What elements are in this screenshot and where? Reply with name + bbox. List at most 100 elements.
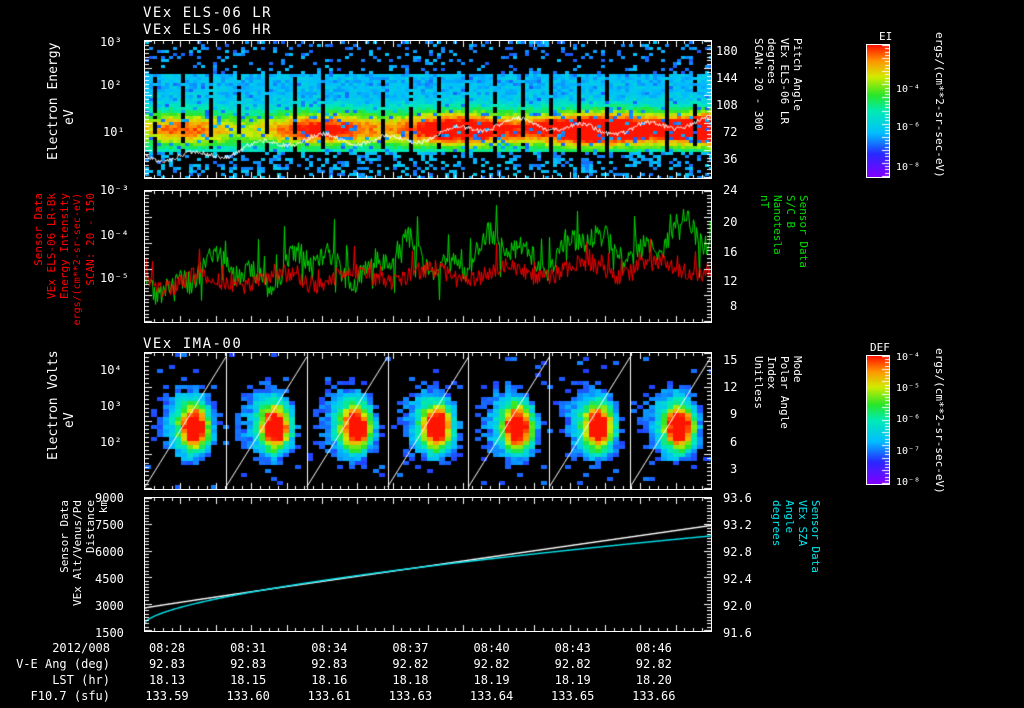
panel3-right-label-2: Polar Angle: [778, 356, 791, 429]
panel1-right-label-2: VEx ELS-06 LR: [778, 38, 791, 125]
bottom-cell-3-2: 133.61: [307, 689, 351, 703]
panel2-right-tick-2: 16: [723, 245, 738, 259]
bottom-cell-3-3: 133.63: [388, 689, 433, 703]
panel2-left-label-5: SCAN: 20 - 150: [84, 193, 97, 286]
panel1-right-label-3: degrees: [765, 38, 778, 85]
panel1-left-axis-units: eV: [62, 109, 77, 125]
panel1-right-tick-3: 72: [723, 125, 738, 139]
panel1-right-label-group: SCAN: 20 - 300 degrees VEx ELS-06 LR Pit…: [752, 38, 804, 131]
panel3-colorbar-tick-1: 10⁻⁵: [896, 383, 921, 394]
bottom-cell-3-1: 133.60: [226, 689, 270, 703]
bottom-cell-0-1: 08:31: [230, 641, 267, 655]
panel3-right-tick-4: 3: [730, 462, 738, 476]
panel3-colorbar-tick-0: 10⁻⁴: [896, 352, 921, 363]
panel4-ytick-1: 7500: [95, 518, 124, 532]
panel1-right-tick-0: 180: [716, 44, 738, 58]
panel2-right-label-1: Sensor Data: [797, 195, 810, 268]
bottom-cell-2-0: 18.13: [148, 673, 186, 687]
bottom-cell-0-0: 08:28: [148, 641, 186, 655]
panel1-right-tick-1: 144: [716, 71, 738, 85]
panel2-left-label-4: ergs/(cm**2-sr-sec-eV): [72, 193, 83, 326]
panel3-colorbar-name: DEF: [870, 341, 890, 354]
panel3-left-axis-label: Electron Volts: [46, 350, 61, 460]
panel3-right-label-4: Unitless: [752, 356, 765, 409]
panel4-right-label-3: Angle: [783, 500, 796, 534]
panel3-title: VEx IMA-00: [143, 336, 243, 352]
panel3-right-tick-3: 6: [730, 435, 738, 449]
panel4-right-tick-3: 92.4: [723, 572, 752, 586]
panel2-left-label-1: Sensor Data: [32, 193, 45, 266]
bottom-cell-2-5: 18.19: [554, 673, 591, 687]
panel1-colorbar-tick-0: 10⁻⁴: [896, 84, 921, 95]
panel4-ytick-2: 6000: [95, 545, 124, 559]
bottom-cell-2-1: 18.15: [230, 673, 267, 687]
panel2-ytick-0: 10⁻³: [100, 183, 129, 197]
panel1-colorbar-name: EI: [879, 30, 893, 43]
panel2-right-tick-1: 20: [723, 215, 738, 229]
panel3-ytick-2: 10²: [100, 435, 122, 449]
panel1-ytick-1: 10²: [100, 78, 122, 92]
bottom-cell-0-6: 08:46: [635, 641, 672, 655]
panel1-colorbar: [866, 44, 890, 178]
bottom-cell-3-5: 133.65: [551, 689, 595, 703]
panel3-left-axis-units: eV: [62, 412, 77, 428]
bottom-cell-0-5: 08:43: [554, 641, 591, 655]
panel1-colorbar-tick-2: 10⁻⁸: [896, 162, 921, 173]
bottom-cell-1-5: 92.82: [554, 657, 591, 671]
panel2-left-label-2: VEx ELS-06 LR-Bk: [45, 193, 58, 299]
bottom-row-label-2: LST (hr): [52, 673, 110, 687]
panel1-title-line2: VEx ELS-06 HR: [143, 22, 273, 38]
panel3-ytick-1: 10³: [100, 399, 122, 413]
panel2-right-label-3: Nanotesla: [771, 195, 784, 255]
bottom-cell-1-6: 92.82: [635, 657, 672, 671]
panel4-ytick-5: 1500: [95, 626, 124, 640]
panel2-right-label-2: S/C B: [784, 195, 797, 229]
panel3-right-label-1: Mode: [791, 356, 804, 383]
panel2-right-tick-4: 8: [730, 299, 738, 313]
panel3-right-tick-1: 12: [723, 380, 738, 394]
panel1-right-tick-4: 36: [723, 152, 738, 166]
bottom-cell-3-4: 133.64: [469, 689, 514, 703]
panel1-right-label-1: Pitch Angle: [791, 38, 804, 111]
panel3-right-label-group: Unitless Index Polar Angle Mode: [752, 356, 804, 429]
panel4-right-tick-2: 92.8: [723, 545, 752, 559]
panel2-right-tick-3: 12: [723, 274, 738, 288]
panel3-right-tick-0: 15: [723, 353, 738, 367]
panel2-right-label-group: nT Nanotesla S/C B Sensor Data: [758, 195, 810, 268]
bottom-cell-1-3: 92.82: [392, 657, 429, 671]
panel3-colorbar-units: ergs/(cm**2-sr-sec-eV): [933, 348, 946, 494]
panel4-right-label-1: Sensor Data: [809, 500, 822, 573]
panel2-plot-area[interactable]: [144, 190, 712, 323]
bottom-cell-2-6: 18.20: [635, 673, 672, 687]
bottom-cell-1-2: 92.83: [311, 657, 348, 671]
bottom-cell-0-2: 08:34: [311, 641, 348, 655]
panel3-colorbar-tick-2: 10⁻⁶: [896, 414, 921, 425]
bottom-cell-1-4: 92.82: [473, 657, 510, 671]
bottom-cell-3-6: 133.66: [632, 689, 676, 703]
panel4-plot-area[interactable]: [144, 497, 712, 632]
panel1-ytick-2: 10¹: [103, 125, 125, 139]
bottom-cell-2-2: 18.16: [311, 673, 348, 687]
panel4-left-label-1: Sensor Data: [58, 500, 71, 573]
panel4-right-tick-1: 93.2: [723, 518, 752, 532]
panel3-ytick-0: 10⁴: [100, 363, 122, 377]
panel3-right-label-3: Index: [765, 356, 778, 390]
panel1-plot-area[interactable]: [144, 40, 712, 179]
bottom-cell-1-1: 92.83: [230, 657, 267, 671]
panel2-ytick-2: 10⁻⁵: [100, 271, 129, 285]
panel4-ytick-0: 9000: [95, 491, 124, 505]
bottom-cell-1-0: 92.83: [148, 657, 186, 671]
bottom-cell-2-3: 18.18: [392, 673, 429, 687]
panel4-right-label-2: VEx SZA: [796, 500, 809, 547]
bottom-row-label-3: F10.7 (sfu): [30, 689, 110, 703]
panel4-ytick-4: 3000: [95, 599, 124, 613]
bottom-row-label-0: 2012/008: [52, 641, 110, 655]
panel1-ytick-0: 10³: [100, 35, 122, 49]
panel3-colorbar: [866, 355, 890, 485]
bottom-cell-0-3: 08:37: [392, 641, 429, 655]
panel3-plot-area[interactable]: [144, 352, 712, 490]
panel1-colorbar-tick-1: 10⁻⁶: [896, 122, 921, 133]
bottom-row-label-1: V-E Ang (deg): [16, 657, 110, 671]
panel4-right-tick-5: 91.6: [723, 626, 752, 640]
bottom-cell-0-4: 08:40: [473, 641, 510, 655]
